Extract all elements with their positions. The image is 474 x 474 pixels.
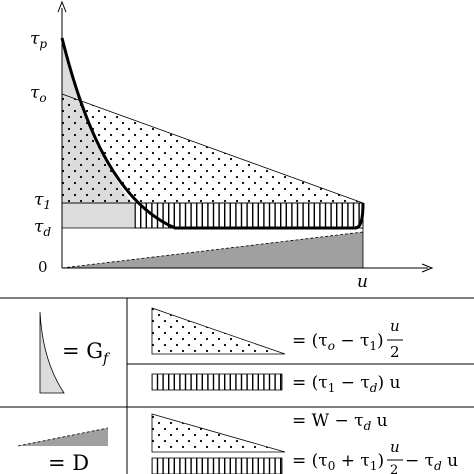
- legend-dotted-denominator: 2: [390, 343, 400, 361]
- legend-d-label: = D: [48, 451, 89, 474]
- legend-gf-shape: [39, 311, 65, 394]
- legend-w-formula: = W − τd u: [292, 411, 388, 433]
- dissipation-dashed-line: [61, 231, 364, 269]
- legend-dotted-numerator: u: [390, 317, 400, 335]
- traction-curve: [60, 37, 365, 230]
- u-axis-label: u: [357, 272, 368, 292]
- legend-sum-denominator: 2: [390, 463, 398, 474]
- tau-p-label: τp: [30, 29, 47, 51]
- legend-w-dotted-triangle: [151, 413, 286, 453]
- tau-1-label: τ1: [34, 190, 51, 212]
- x-axis-arrow: [421, 263, 434, 273]
- legend-sum-formula: = (τ0 + τ1): [292, 451, 384, 473]
- legend-hatched-formula: = (τ1 − τd) u: [292, 373, 401, 395]
- tau-d-label: τd: [34, 217, 51, 239]
- legend-sum-tail: − τd u: [405, 451, 458, 473]
- legend-gf-label: = Gf: [62, 339, 111, 367]
- main-chart: τp τo τ1 τd 0 u: [30, 0, 434, 292]
- legend-sum-numerator: u: [390, 438, 400, 456]
- legend-hatched-rectangle: [151, 373, 283, 391]
- tau-o-label: τo: [30, 83, 47, 105]
- legend-dotted-triangle: [151, 307, 286, 355]
- legend-table: = Gf = (τo − τ1) u 2 = (τ1 − τd) u = D =…: [0, 297, 474, 474]
- legend-dotted-formula: = (τo − τ1): [292, 331, 384, 353]
- legend-w-hatched-rectangle: [151, 457, 283, 474]
- dotted-triangle: [61, 93, 364, 204]
- y-axis-arrow: [57, 0, 67, 13]
- zero-label: 0: [38, 258, 48, 276]
